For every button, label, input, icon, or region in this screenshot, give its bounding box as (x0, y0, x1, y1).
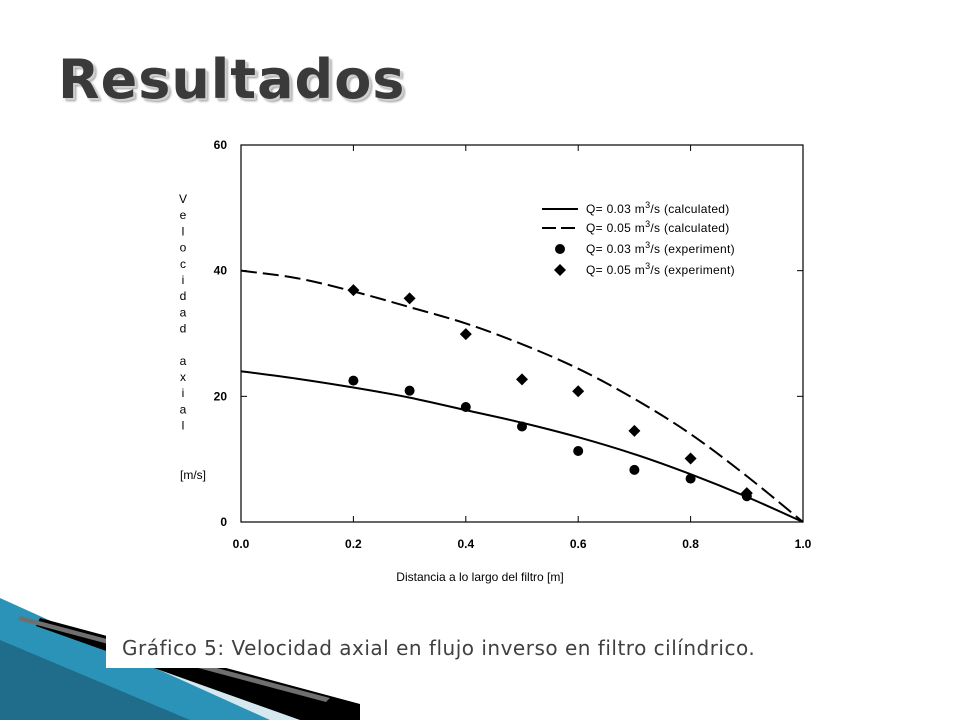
data-point-circle (573, 445, 584, 456)
legend-label: Q= 0.03 m3/s (experiment) (586, 240, 735, 256)
x-tick-label: 0.0 (233, 537, 250, 551)
y-axis-title-letter: x (180, 370, 186, 384)
data-point-circle (629, 464, 640, 475)
legend-swatch-circle (555, 244, 565, 254)
y-axis-title-letter: a (180, 402, 187, 416)
data-point-diamond (516, 373, 528, 386)
y-tick-label: 0 (220, 515, 227, 529)
data-point-diamond (628, 424, 641, 437)
data-point-circle (517, 421, 527, 432)
y-axis-title-letter: c (180, 257, 186, 271)
y-axis-title-letter: e (180, 208, 187, 222)
data-point-circle (348, 375, 359, 386)
y-axis-title-letter: l (182, 224, 185, 238)
y-axis: 0 20 40 60 (214, 138, 803, 529)
y-tick-label: 20 (214, 389, 228, 403)
data-point-diamond (459, 328, 472, 341)
y-axis-title-letter: i (182, 386, 185, 400)
data-point-diamond (572, 385, 585, 398)
legend: Q= 0.03 m3/s (calculated) Q= 0.05 m3/s (c… (542, 200, 735, 277)
legend-label: Q= 0.05 m3/s (calculated) (586, 219, 730, 235)
slide-title: Resultados (58, 48, 406, 111)
y-axis-title-letter: i (182, 273, 185, 287)
x-axis: 0.0 0.2 0.4 0.6 0.8 1.0 (233, 145, 812, 551)
y-axis-title-letter: a (180, 305, 187, 319)
x-tick-label: 0.6 (570, 537, 587, 551)
data-point-diamond (403, 292, 416, 305)
x-tick-label: 0.8 (682, 537, 699, 551)
x-tick-label: 0.2 (345, 537, 362, 551)
x-tick-label: 0.4 (457, 537, 474, 551)
series-line-dashed (240, 269, 804, 523)
data-point-circle (460, 402, 471, 413)
y-axis-title-letter: d (180, 322, 187, 336)
data-point-diamond (740, 487, 753, 500)
x-axis-title: Distancia a lo largo del filtro [m] (396, 570, 563, 584)
y-axis-title-letter: a (180, 354, 187, 368)
data-point-circle (404, 385, 415, 396)
y-axis-title-letter: l (182, 419, 185, 433)
legend-swatch-diamond (554, 264, 566, 276)
y-tick-label: 40 (214, 264, 228, 278)
series-layer (240, 269, 804, 523)
legend-label: Q= 0.05 m3/s (experiment) (586, 261, 735, 277)
data-point-diamond (347, 284, 360, 297)
decor-wedge-dark (0, 640, 190, 720)
plot-frame (240, 144, 804, 523)
y-axis-unit: [m/s] (180, 468, 206, 482)
legend-label: Q= 0.03 m3/s (calculated) (586, 200, 730, 216)
y-axis-title-letter: o (180, 241, 187, 255)
figure-caption: Gráfico 5: Velocidad axial en flujo inve… (106, 628, 846, 668)
y-axis-title-letter: d (180, 289, 187, 303)
data-point-circle (685, 473, 696, 484)
data-point-diamond (684, 452, 697, 465)
y-tick-label: 60 (214, 138, 228, 152)
y-axis-title-letter: V (179, 192, 187, 206)
x-tick-label: 1.0 (795, 537, 812, 551)
series-line-solid (240, 370, 804, 523)
